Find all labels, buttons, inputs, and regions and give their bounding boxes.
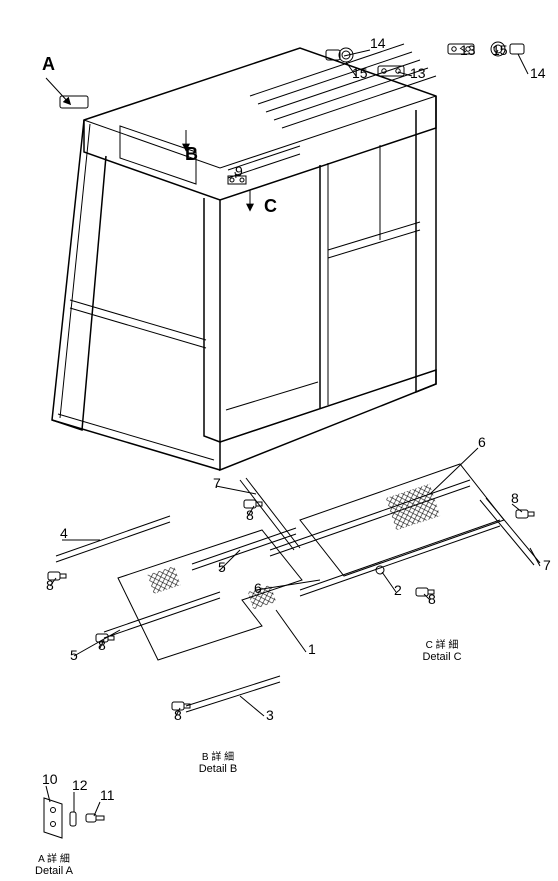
callout-7-8: 7 xyxy=(213,475,221,491)
callout-13-2: 13 xyxy=(410,65,426,81)
callout-4-15: 4 xyxy=(60,525,68,541)
callout-8-19: 8 xyxy=(98,637,106,653)
detail-a-en: Detail A xyxy=(35,865,74,877)
callout-3-21: 3 xyxy=(266,707,274,723)
callout-8-22: 8 xyxy=(174,707,182,723)
callout-9-6: 9 xyxy=(235,163,243,179)
detail-c-en: Detail C xyxy=(422,651,461,663)
marker-b: B xyxy=(185,144,198,164)
callout-8-9: 8 xyxy=(246,507,254,523)
marker-c: C xyxy=(264,196,277,216)
callout-5-17: 5 xyxy=(218,559,226,575)
callout-6-13: 6 xyxy=(254,580,262,596)
callout-2-11: 2 xyxy=(394,582,402,598)
callout-15-1: 15 xyxy=(352,65,368,81)
callout-11-25: 11 xyxy=(100,787,115,803)
callout-14-5: 14 xyxy=(530,65,546,81)
detail-c-jp: C 詳 細 xyxy=(426,638,459,651)
callout-15-4: 15 xyxy=(492,42,508,58)
callout-10-23: 10 xyxy=(42,771,58,787)
callout-6-7: 6 xyxy=(478,434,486,450)
detail-b-jp: B 詳 細 xyxy=(202,750,234,763)
marker-a: A xyxy=(42,54,55,74)
callout-8-10: 8 xyxy=(511,490,519,506)
detail-a-jp: A 詳 細 xyxy=(38,852,70,865)
callout-13-3: 13 xyxy=(460,42,476,58)
callout-14-0: 14 xyxy=(370,35,386,51)
callout-7-14: 7 xyxy=(543,557,551,573)
detail-b-en: Detail B xyxy=(199,763,238,775)
callout-8-16: 8 xyxy=(46,577,54,593)
callout-1-20: 1 xyxy=(308,641,316,657)
callout-5-18: 5 xyxy=(70,647,78,663)
callout-8-12: 8 xyxy=(428,591,436,607)
callout-12-24: 12 xyxy=(72,777,88,793)
